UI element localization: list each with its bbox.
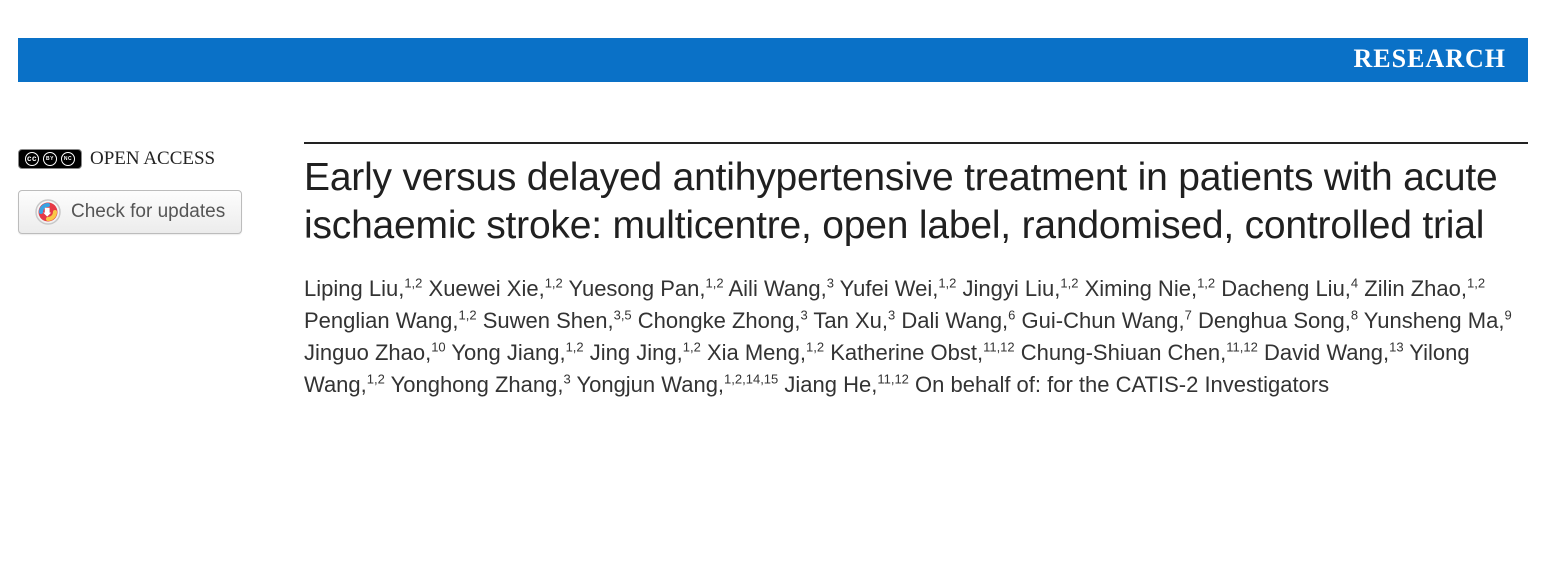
author-affiliation: 9 bbox=[1504, 308, 1511, 323]
article-title: Early versus delayed antihypertensive tr… bbox=[304, 154, 1528, 249]
author: Yunsheng Ma, bbox=[1364, 308, 1505, 333]
author-affiliation: 1,2 bbox=[1467, 276, 1485, 291]
author: Jiang He, bbox=[784, 372, 877, 397]
cc-icon: cc bbox=[25, 152, 39, 166]
author: Yufei Wei, bbox=[840, 276, 939, 301]
nc-icon: NC bbox=[61, 152, 75, 166]
author-affiliation: 11,12 bbox=[1226, 340, 1258, 355]
author-affiliation: 3 bbox=[827, 276, 834, 291]
author-affiliation: 1,2 bbox=[683, 340, 701, 355]
author: David Wang, bbox=[1264, 340, 1389, 365]
author: Chung-Shiuan Chen, bbox=[1021, 340, 1226, 365]
author-affiliation: 1,2 bbox=[938, 276, 956, 291]
author: Xuewei Xie, bbox=[429, 276, 545, 301]
author: Yong Jiang, bbox=[451, 340, 565, 365]
author-affiliation: 1,2 bbox=[806, 340, 824, 355]
open-access-row: cc BY NC OPEN ACCESS bbox=[18, 148, 286, 170]
author-affiliation: 1,2 bbox=[367, 372, 385, 387]
open-access-label: OPEN ACCESS bbox=[90, 148, 215, 170]
author: Suwen Shen, bbox=[483, 308, 614, 333]
author: Aili Wang, bbox=[729, 276, 827, 301]
author-affiliation: 8 bbox=[1351, 308, 1358, 323]
cc-license-badge: cc BY NC bbox=[18, 149, 82, 169]
authors-suffix: On behalf of: for the CATIS-2 Investigat… bbox=[915, 372, 1329, 397]
author-affiliation: 7 bbox=[1185, 308, 1192, 323]
author-affiliation: 1,2 bbox=[566, 340, 584, 355]
author-affiliation: 3,5 bbox=[614, 308, 632, 323]
author-affiliation: 1,2 bbox=[706, 276, 724, 291]
by-icon: BY bbox=[43, 152, 57, 166]
author: Jingyi Liu, bbox=[963, 276, 1061, 301]
author: Dali Wang, bbox=[901, 308, 1008, 333]
author-affiliation: 1,2 bbox=[404, 276, 422, 291]
author-affiliation: 1,2 bbox=[545, 276, 563, 291]
author: Ximing Nie, bbox=[1085, 276, 1197, 301]
author: Katherine Obst, bbox=[830, 340, 983, 365]
author-affiliation: 3 bbox=[800, 308, 807, 323]
author: Tan Xu, bbox=[813, 308, 888, 333]
crossmark-icon bbox=[35, 199, 61, 225]
author-affiliation: 6 bbox=[1008, 308, 1015, 323]
author-affiliation: 3 bbox=[888, 308, 895, 323]
author: Xia Meng, bbox=[707, 340, 806, 365]
author-affiliation: 4 bbox=[1351, 276, 1358, 291]
author: Yuesong Pan, bbox=[569, 276, 706, 301]
author: Jinguo Zhao, bbox=[304, 340, 431, 365]
author: Jing Jing, bbox=[590, 340, 683, 365]
author: Yonghong Zhang, bbox=[391, 372, 564, 397]
author-affiliation: 1,2 bbox=[1197, 276, 1215, 291]
author: Zilin Zhao, bbox=[1364, 276, 1467, 301]
check-for-updates-button[interactable]: Check for updates bbox=[18, 190, 242, 234]
author: Yongjun Wang, bbox=[576, 372, 724, 397]
section-banner: RESEARCH bbox=[18, 38, 1528, 82]
author-affiliation: 1,2 bbox=[1060, 276, 1078, 291]
left-column: cc BY NC OPEN ACCESS Check for updates bbox=[18, 142, 286, 401]
author: Liping Liu, bbox=[304, 276, 404, 301]
author-affiliation: 1,2 bbox=[459, 308, 477, 323]
author-list: Liping Liu,1,2 Xuewei Xie,1,2 Yuesong Pa… bbox=[304, 273, 1528, 401]
author: Dacheng Liu, bbox=[1221, 276, 1351, 301]
author: Penglian Wang, bbox=[304, 308, 459, 333]
author-affiliation: 13 bbox=[1389, 340, 1403, 355]
author-affiliation: 11,12 bbox=[877, 372, 909, 387]
author-affiliation: 11,12 bbox=[983, 340, 1015, 355]
author-affiliation: 1,2,14,15 bbox=[724, 372, 778, 387]
author: Gui-Chun Wang, bbox=[1022, 308, 1185, 333]
main-column: Early versus delayed antihypertensive tr… bbox=[304, 142, 1528, 401]
author: Chongke Zhong, bbox=[638, 308, 801, 333]
author-affiliation: 3 bbox=[563, 372, 570, 387]
content-row: cc BY NC OPEN ACCESS Check for updates E… bbox=[18, 142, 1528, 401]
author: Denghua Song, bbox=[1198, 308, 1351, 333]
author-affiliation: 10 bbox=[431, 340, 445, 355]
check-for-updates-label: Check for updates bbox=[71, 201, 225, 223]
